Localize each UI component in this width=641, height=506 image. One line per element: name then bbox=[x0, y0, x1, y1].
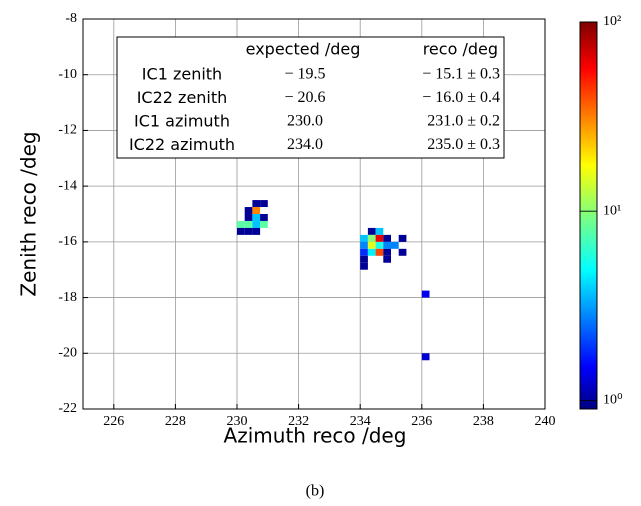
heatmap-cell bbox=[367, 234, 376, 242]
table-reco: 235.0 ± 0.3 bbox=[427, 136, 500, 153]
caption: (b) bbox=[306, 483, 325, 500]
table-row-label: IC1 zenith bbox=[142, 65, 222, 84]
heatmap-cell bbox=[391, 241, 399, 249]
colorbar-tick-label: 10¹ bbox=[603, 203, 621, 218]
table-header: expected /deg bbox=[246, 40, 361, 59]
heatmap-cell bbox=[260, 214, 268, 221]
heatmap-cell bbox=[360, 241, 368, 249]
x-tick-label: 240 bbox=[535, 414, 556, 429]
heatmap-cell bbox=[252, 220, 261, 228]
heatmap-cell bbox=[237, 220, 245, 228]
colorbar-tick-label: 10⁰ bbox=[603, 393, 623, 408]
heatmap-cell bbox=[237, 227, 245, 235]
x-tick-label: 236 bbox=[411, 414, 432, 429]
heatmap-cell bbox=[244, 220, 253, 228]
heatmap-cell bbox=[375, 241, 384, 249]
table-row-label: IC22 zenith bbox=[137, 88, 228, 107]
heatmap-cell bbox=[421, 353, 430, 361]
heatmap-cell bbox=[360, 248, 368, 256]
heatmap-cell bbox=[244, 227, 253, 235]
heatmap-cell bbox=[252, 207, 261, 214]
heatmap-cell bbox=[367, 248, 376, 256]
heatmap-cell bbox=[360, 255, 368, 263]
heatmap-cell bbox=[367, 241, 376, 249]
heatmap-cell bbox=[244, 214, 253, 221]
cells bbox=[237, 200, 430, 361]
heatmap-cell bbox=[421, 290, 430, 298]
heatmap-cell bbox=[383, 255, 391, 263]
heatmap-cell bbox=[260, 200, 268, 208]
y-tick-label: -16 bbox=[58, 234, 77, 249]
y-tick-label: -18 bbox=[58, 290, 77, 305]
x-tick-label: 226 bbox=[103, 414, 124, 429]
y-tick-label: -8 bbox=[65, 11, 77, 26]
table-expected: 230.0 bbox=[287, 113, 323, 130]
heatmap-cell bbox=[252, 227, 261, 235]
heatmap-cell bbox=[260, 220, 268, 228]
y-tick-label: -22 bbox=[58, 401, 77, 416]
heatmap-cell bbox=[375, 227, 384, 235]
colorbar-tick-label: 10² bbox=[603, 14, 621, 29]
y-axis-label: Zenith reco /deg bbox=[17, 131, 41, 296]
heatmap-cell bbox=[360, 262, 368, 270]
x-tick-label: 238 bbox=[473, 414, 494, 429]
table-expected: − 19.5 bbox=[284, 66, 325, 83]
heatmap-cell bbox=[360, 234, 368, 242]
plot-frame bbox=[82, 18, 546, 410]
info-table bbox=[116, 36, 505, 159]
y-tick-label: -12 bbox=[58, 123, 77, 138]
heatmap-cell bbox=[398, 234, 407, 242]
x-tick-label: 234 bbox=[350, 414, 371, 429]
heatmap-cell bbox=[383, 241, 391, 249]
x-tick-label: 232 bbox=[288, 414, 309, 429]
y-tick-label: -14 bbox=[58, 178, 77, 193]
table-row-label: IC22 azimuth bbox=[129, 135, 235, 154]
table-expected: − 20.6 bbox=[284, 89, 325, 106]
y-tick-label: -20 bbox=[58, 346, 77, 361]
x-tick-label: 228 bbox=[165, 414, 186, 429]
heatmap-cell bbox=[252, 200, 261, 208]
table-expected: 234.0 bbox=[287, 136, 323, 153]
heatmap-cell bbox=[367, 227, 376, 235]
heatmap-cell bbox=[383, 248, 391, 256]
heatmap-cell bbox=[383, 234, 391, 242]
heatmap-cell bbox=[375, 234, 384, 242]
x-tick-label: 230 bbox=[227, 414, 248, 429]
heatmap-cell bbox=[252, 214, 261, 221]
heatmap-cell bbox=[244, 207, 253, 214]
heatmap-cell bbox=[398, 248, 407, 256]
heatmap-cell bbox=[375, 248, 384, 256]
y-tick-label: -10 bbox=[58, 67, 77, 82]
table-header: reco /deg bbox=[423, 40, 498, 59]
x-axis-label: Azimuth reco /deg bbox=[224, 424, 407, 448]
table-reco: − 15.1 ± 0.3 bbox=[422, 66, 500, 83]
table-row-label: IC1 azimuth bbox=[134, 112, 230, 131]
table-reco: 231.0 ± 0.2 bbox=[427, 113, 500, 130]
colorbar bbox=[579, 21, 598, 410]
table-reco: − 16.0 ± 0.4 bbox=[422, 89, 500, 106]
